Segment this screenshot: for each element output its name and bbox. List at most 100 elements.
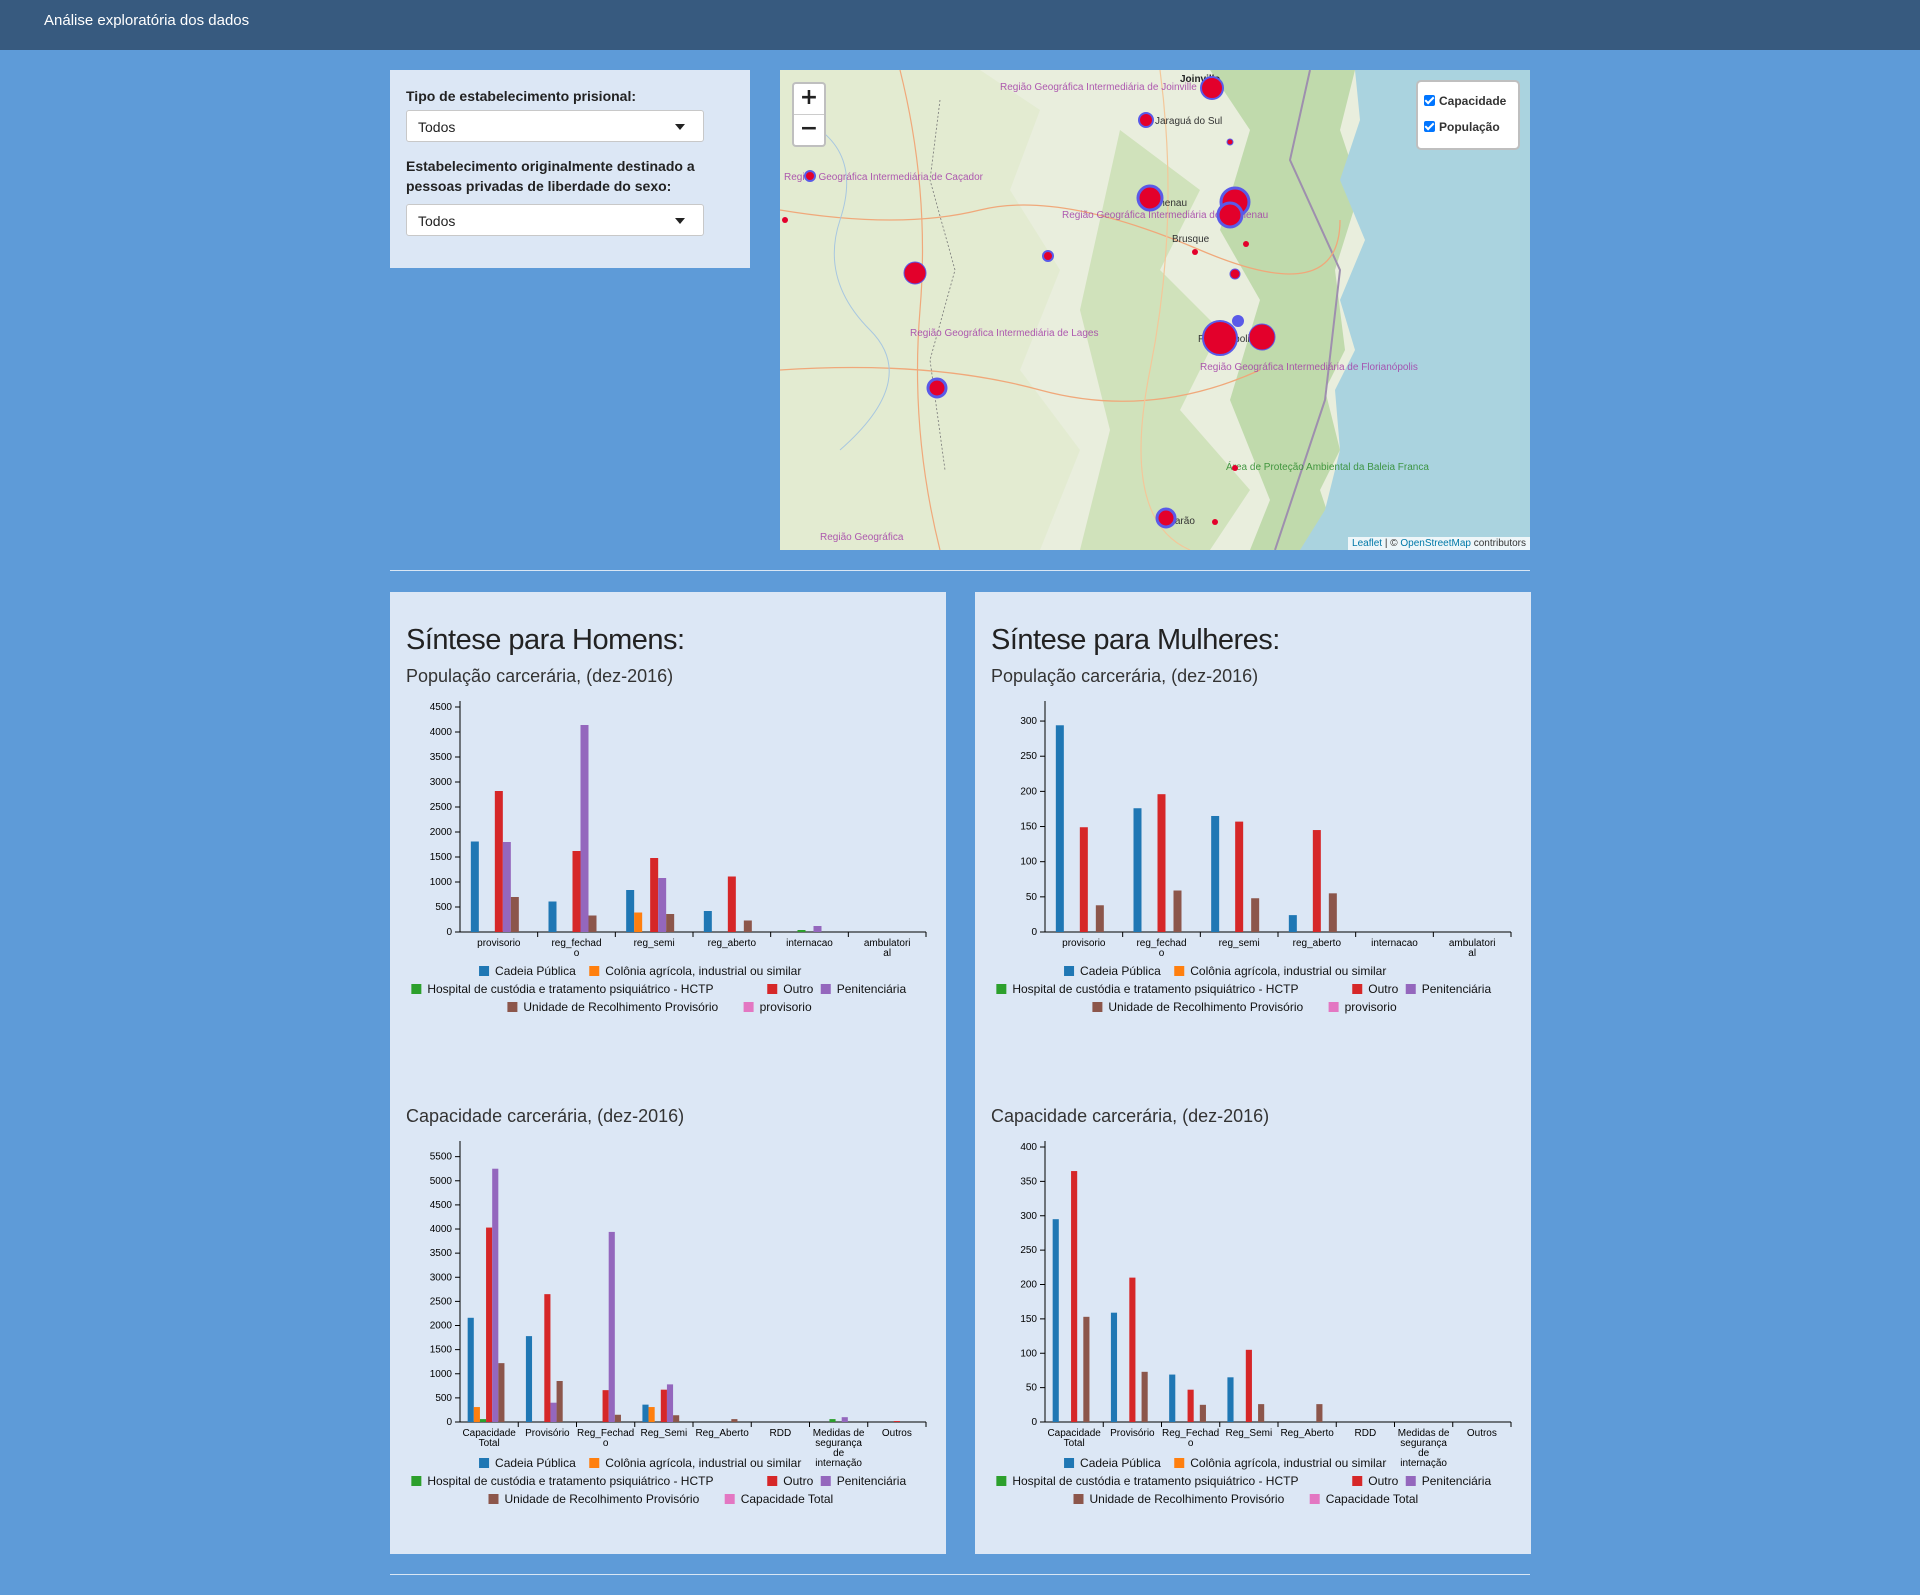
bar-outro[interactable] <box>660 1389 667 1422</box>
bar-outro[interactable] <box>650 858 659 932</box>
bar-unidade-de-recolhimento-provisorio[interactable] <box>1141 1371 1148 1422</box>
layer-capacidade[interactable]: Capacidade <box>1424 94 1506 108</box>
bar-outro[interactable] <box>1129 1277 1136 1422</box>
y-tick-label: 300 <box>1020 716 1037 727</box>
map-marker[interactable] <box>1136 184 1164 212</box>
bar-penitenciaria[interactable] <box>502 842 511 932</box>
bar-cadeia-publica[interactable] <box>642 1404 649 1422</box>
bar-outro[interactable] <box>1245 1349 1252 1422</box>
legend-swatch <box>1405 1476 1416 1486</box>
bar-unidade-de-recolhimento-provisorio[interactable] <box>1173 890 1182 932</box>
bar-cadeia-publica[interactable] <box>1052 1219 1059 1422</box>
map-marker[interactable] <box>1232 315 1244 327</box>
bar-penitenciaria[interactable] <box>550 1402 557 1422</box>
bar-cadeia-publica[interactable] <box>525 1336 533 1422</box>
map-marker[interactable] <box>782 217 788 223</box>
bar-unidade-de-recolhimento-provisorio[interactable] <box>1095 905 1104 932</box>
bar-outro[interactable] <box>893 1421 900 1422</box>
x-tick-label: RDD <box>1355 1428 1377 1439</box>
bar-cadeia-publica[interactable] <box>1133 808 1142 932</box>
bar-unidade-de-recolhimento-provisorio[interactable] <box>1316 1404 1323 1422</box>
leaflet-link[interactable]: Leaflet <box>1352 538 1383 549</box>
bar-penitenciaria[interactable] <box>608 1231 615 1422</box>
bar-cadeia-publica[interactable] <box>1211 815 1220 932</box>
bar-cadeia-publica[interactable] <box>1227 1377 1234 1422</box>
tipo-select[interactable]: Todos <box>406 110 704 142</box>
bar-penitenciaria[interactable] <box>580 725 589 932</box>
bar-hospital-de-custodia-e-tratamento-psiquiatrico-hctp[interactable] <box>829 1419 836 1422</box>
bar-cadeia-publica[interactable] <box>548 901 557 933</box>
bar-outro[interactable] <box>1079 827 1088 932</box>
bar-cadeia-publica[interactable] <box>1110 1312 1118 1422</box>
map-marker[interactable] <box>926 377 948 399</box>
bar-penitenciaria[interactable] <box>666 1384 674 1422</box>
map-marker[interactable] <box>1202 320 1238 356</box>
map-marker[interactable] <box>1200 76 1224 100</box>
bar-cadeia-publica[interactable] <box>1169 1374 1176 1422</box>
bar-penitenciaria[interactable] <box>841 1417 848 1422</box>
sexo-select[interactable]: Todos <box>406 204 704 236</box>
bar-colonia-agricola-industrial-ou-similar[interactable] <box>473 1407 480 1422</box>
bar-unidade-de-recolhimento-provisorio[interactable] <box>588 915 597 933</box>
bar-outro[interactable] <box>727 876 736 933</box>
checkbox-checked-icon[interactable] <box>1424 121 1435 132</box>
bar-unidade-de-recolhimento-provisorio[interactable] <box>1199 1404 1206 1422</box>
bar-cadeia-publica[interactable] <box>1288 915 1297 932</box>
bar-colonia-agricola-industrial-ou-similar[interactable] <box>648 1407 655 1422</box>
map-marker[interactable] <box>1216 201 1244 229</box>
bar-outro[interactable] <box>486 1227 493 1422</box>
bar-unidade-de-recolhimento-provisorio[interactable] <box>743 920 752 933</box>
bar-cadeia-publica[interactable] <box>626 890 635 932</box>
map-marker[interactable] <box>1042 250 1054 262</box>
bar-unidade-de-recolhimento-provisorio[interactable] <box>731 1419 738 1422</box>
bar-unidade-de-recolhimento-provisorio[interactable] <box>498 1363 505 1422</box>
bar-outro[interactable] <box>1157 794 1166 932</box>
map[interactable]: Joinville Jaraguá do Sul Blumenau Brusqu… <box>780 70 1530 550</box>
bar-cadeia-publica[interactable] <box>703 911 712 932</box>
map-marker[interactable] <box>1229 268 1241 280</box>
bar-unidade-de-recolhimento-provisorio[interactable] <box>1251 898 1260 932</box>
map-marker[interactable] <box>1226 138 1234 146</box>
map-marker[interactable] <box>1232 465 1238 471</box>
bar-outro[interactable] <box>1187 1389 1194 1422</box>
bar-colonia-agricola-industrial-ou-similar[interactable] <box>634 912 643 933</box>
map-marker[interactable] <box>1138 112 1154 128</box>
bar-unidade-de-recolhimento-provisorio[interactable] <box>666 914 675 932</box>
bar-cadeia-publica[interactable] <box>467 1317 474 1422</box>
bar-penitenciaria[interactable] <box>658 878 667 932</box>
bar-outro[interactable] <box>1071 1171 1078 1422</box>
bar-penitenciaria[interactable] <box>813 926 822 932</box>
bar-outro[interactable] <box>572 851 581 932</box>
bar-penitenciaria[interactable] <box>492 1168 499 1422</box>
app-title[interactable]: Análise exploratória dos dados <box>44 12 250 29</box>
bar-unidade-de-recolhimento-provisorio[interactable] <box>673 1415 680 1422</box>
bar-unidade-de-recolhimento-provisorio[interactable] <box>1328 893 1337 932</box>
map-marker[interactable] <box>1192 249 1198 255</box>
map-marker[interactable] <box>804 170 816 182</box>
bar-outro[interactable] <box>494 791 503 932</box>
bar-unidade-de-recolhimento-provisorio[interactable] <box>1258 1404 1265 1422</box>
bar-outro[interactable] <box>1312 830 1321 932</box>
map-marker[interactable] <box>1243 241 1249 247</box>
bar-outro[interactable] <box>602 1390 609 1422</box>
bar-unidade-de-recolhimento-provisorio[interactable] <box>556 1380 563 1422</box>
map-marker[interactable] <box>1155 507 1177 529</box>
bar-cadeia-publica[interactable] <box>470 841 479 933</box>
bar-unidade-de-recolhimento-provisorio[interactable] <box>510 897 519 932</box>
checkbox-checked-icon[interactable] <box>1424 95 1435 106</box>
legend-label: Outro <box>1368 1474 1398 1488</box>
zoom-in-button[interactable]: + <box>794 84 824 115</box>
bar-cadeia-publica[interactable] <box>1055 725 1064 932</box>
map-marker[interactable] <box>1212 519 1218 525</box>
bar-outro[interactable] <box>544 1294 551 1422</box>
osm-link[interactable]: OpenStreetMap <box>1400 538 1471 549</box>
bar-hospital-de-custodia-e-tratamento-psiquiatrico-hctp[interactable] <box>797 930 806 932</box>
bar-unidade-de-recolhimento-provisorio[interactable] <box>1083 1316 1090 1422</box>
map-marker[interactable] <box>903 261 927 285</box>
bar-hospital-de-custodia-e-tratamento-psiquiatrico-hctp[interactable] <box>479 1419 487 1422</box>
bar-unidade-de-recolhimento-provisorio[interactable] <box>614 1414 621 1422</box>
layer-populacao[interactable]: População <box>1424 120 1500 134</box>
bar-outro[interactable] <box>1235 821 1244 932</box>
zoom-out-button[interactable]: − <box>799 116 819 141</box>
map-marker[interactable] <box>1248 323 1276 351</box>
